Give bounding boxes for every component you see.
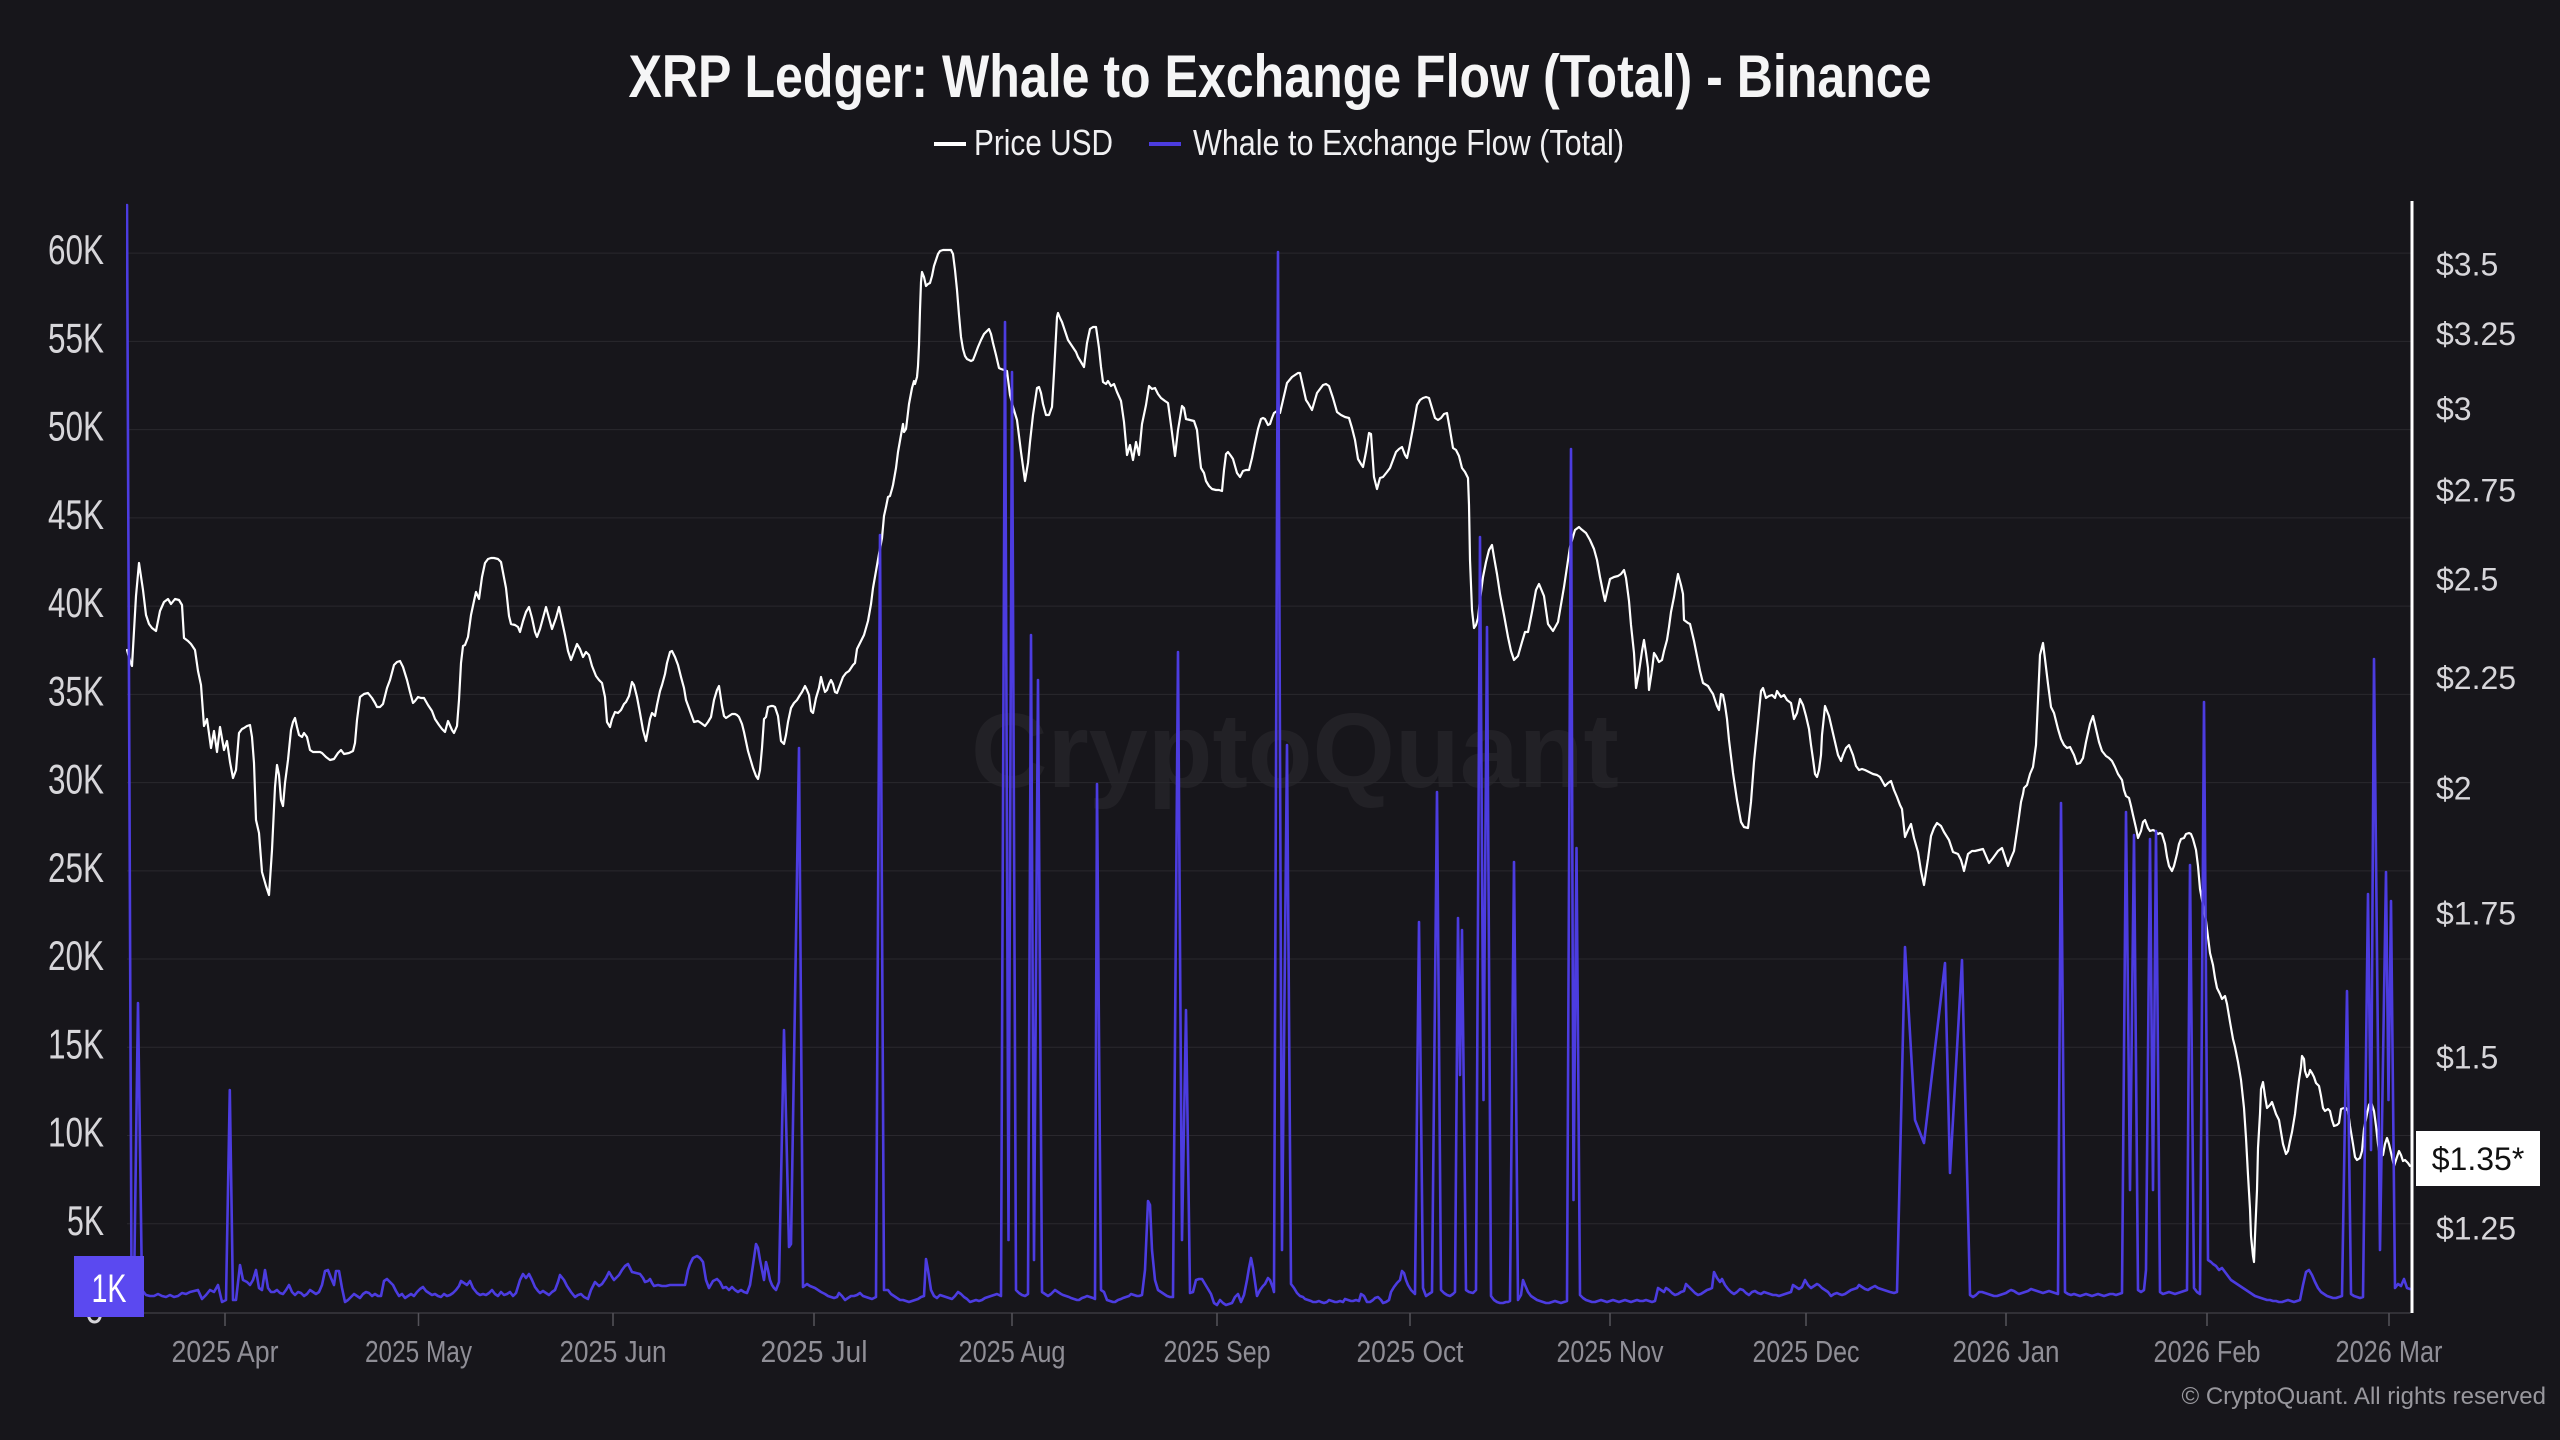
svg-text:55K: 55K — [48, 314, 104, 361]
svg-text:$2.5: $2.5 — [2436, 562, 2498, 598]
svg-text:CryptoQuant: CryptoQuant — [971, 692, 1619, 810]
svg-text:40K: 40K — [48, 579, 104, 626]
svg-text:1K: 1K — [92, 1267, 127, 1311]
svg-text:50K: 50K — [48, 403, 104, 450]
svg-text:Price USD: Price USD — [974, 122, 1113, 163]
svg-text:2026 Jan: 2026 Jan — [1953, 1334, 2060, 1369]
svg-text:$2: $2 — [2436, 770, 2472, 806]
svg-text:15K: 15K — [48, 1020, 104, 1067]
svg-text:2025 Aug: 2025 Aug — [959, 1334, 1066, 1369]
svg-text:$3: $3 — [2436, 391, 2472, 427]
svg-text:10K: 10K — [48, 1109, 104, 1156]
svg-text:$2.25: $2.25 — [2436, 660, 2516, 696]
svg-text:25K: 25K — [48, 844, 104, 891]
svg-text:45K: 45K — [48, 491, 104, 538]
svg-text:2025 Dec: 2025 Dec — [1753, 1334, 1860, 1369]
svg-text:2025 Apr: 2025 Apr — [172, 1334, 279, 1369]
svg-text:$3.5: $3.5 — [2436, 247, 2498, 283]
svg-text:2025 Sep: 2025 Sep — [1164, 1334, 1271, 1369]
svg-text:20K: 20K — [48, 932, 104, 979]
svg-text:2025 May: 2025 May — [365, 1334, 472, 1369]
svg-text:35K: 35K — [48, 667, 104, 714]
svg-text:2025 Nov: 2025 Nov — [1557, 1334, 1664, 1369]
svg-text:5K: 5K — [67, 1197, 104, 1244]
svg-text:2026 Feb: 2026 Feb — [2154, 1334, 2261, 1369]
svg-text:2025 Oct: 2025 Oct — [1357, 1334, 1464, 1369]
svg-text:$1.75: $1.75 — [2436, 895, 2516, 931]
svg-text:© CryptoQuant. All rights rese: © CryptoQuant. All rights reserved — [2182, 1383, 2547, 1410]
svg-text:2025 Jun: 2025 Jun — [560, 1334, 667, 1369]
svg-text:2025 Jul: 2025 Jul — [761, 1334, 868, 1369]
svg-text:2026 Mar: 2026 Mar — [2336, 1334, 2443, 1369]
svg-text:$1.25: $1.25 — [2436, 1210, 2516, 1246]
svg-text:$3.25: $3.25 — [2436, 316, 2516, 352]
svg-text:XRP Ledger: Whale to Exchange: XRP Ledger: Whale to Exchange Flow (Tota… — [629, 43, 1932, 110]
svg-text:$2.75: $2.75 — [2436, 472, 2516, 508]
svg-text:30K: 30K — [48, 756, 104, 803]
svg-text:Whale to Exchange Flow (Total): Whale to Exchange Flow (Total) — [1193, 122, 1624, 163]
svg-text:$1.35*: $1.35* — [2432, 1141, 2525, 1177]
svg-text:$1.5: $1.5 — [2436, 1040, 2498, 1076]
svg-text:60K: 60K — [48, 226, 104, 273]
